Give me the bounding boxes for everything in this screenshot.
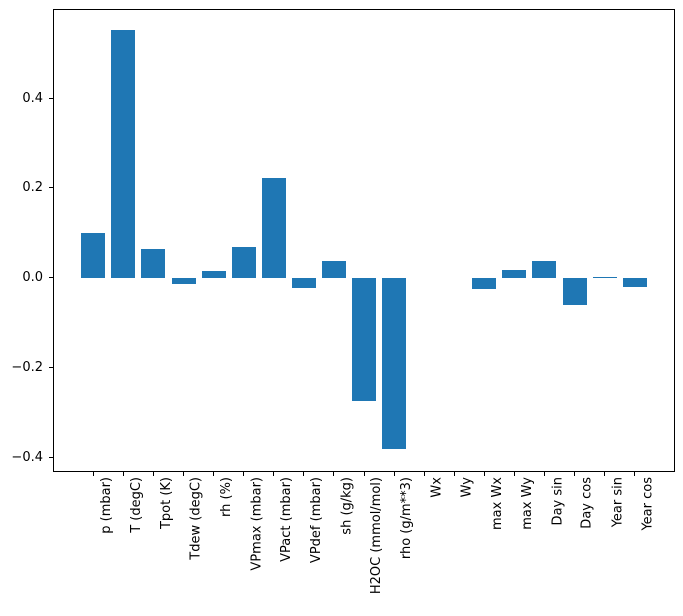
x-tick-label: Tpot (K) (159, 477, 174, 530)
y-tick-label: 0.2 (22, 180, 43, 196)
x-tick-label: Day sin (550, 477, 565, 526)
x-tick (544, 472, 545, 476)
y-tick (49, 97, 53, 99)
bar-p-mbar (81, 232, 106, 278)
x-tick (122, 472, 124, 476)
y-tick (49, 367, 53, 369)
bar-max-wy (502, 270, 527, 278)
bar-vpact-mbar (261, 178, 286, 278)
x-tick-label: Day cos (580, 477, 595, 529)
x-tick-label: Tdew (degC) (189, 477, 204, 560)
bar-tpot-k (141, 248, 166, 278)
bar-year-sin (592, 276, 617, 278)
bar-rh (201, 271, 226, 278)
x-tick-label: Year sin (610, 477, 626, 528)
y-tick (49, 457, 53, 459)
bar-year-cos (622, 277, 647, 288)
x-tick (303, 472, 305, 476)
bar-vpdef-mbar (291, 277, 316, 288)
plot-area (53, 9, 675, 472)
bar-h2oc-mmol-mol (352, 277, 377, 402)
x-tick-label: T (degC) (128, 477, 144, 533)
bar-sh-g-kg (321, 261, 346, 278)
bar-t-degc (111, 29, 136, 278)
x-tick (513, 472, 515, 476)
x-tick (92, 472, 94, 476)
x-tick-label: Wy (459, 477, 475, 498)
x-tick (453, 472, 455, 476)
x-tick (183, 472, 184, 476)
y-tick-label: 0.4 (22, 90, 43, 106)
x-tick-label: H2OC (mmol/mol) (369, 477, 385, 595)
x-tick-label: max Wy (519, 477, 535, 530)
x-tick (273, 472, 275, 476)
x-tick (333, 472, 335, 476)
y-tick (49, 187, 53, 189)
x-tick (604, 472, 606, 476)
x-tick-label: Wx (429, 477, 445, 498)
bar-day-sin (532, 261, 557, 278)
x-tick-label: VPdef (mbar) (309, 477, 325, 564)
x-tick-label: Year cos (640, 477, 656, 531)
y-tick-label: −0.4 (11, 450, 43, 466)
y-tick (49, 277, 53, 279)
x-tick (634, 472, 636, 476)
x-tick (423, 472, 425, 476)
x-tick-label: p (mbar) (98, 477, 114, 534)
x-tick-label: sh (g/kg) (339, 477, 355, 535)
x-tick (574, 472, 575, 476)
bar-vpmax-mbar (231, 247, 256, 278)
x-tick (363, 472, 365, 476)
x-tick-label: rho (g/m**3) (399, 477, 415, 560)
x-tick-label: VPact (mbar) (279, 477, 295, 562)
y-tick-label: −0.2 (11, 360, 43, 376)
x-tick (213, 472, 215, 476)
bar-rho-g-m-3 (382, 277, 407, 449)
x-tick-label: VPmax (mbar) (249, 477, 265, 571)
x-tick (153, 472, 154, 476)
x-tick (393, 472, 395, 476)
x-tick-label: max Wx (489, 477, 505, 531)
x-tick-label: rh (%) (219, 477, 235, 517)
x-tick (243, 472, 245, 476)
y-tick-label: 0.0 (22, 270, 43, 286)
bar-max-wx (472, 277, 497, 289)
x-tick (483, 472, 485, 476)
bar-tdew-degc (171, 277, 196, 285)
bar-day-cos (562, 277, 587, 306)
